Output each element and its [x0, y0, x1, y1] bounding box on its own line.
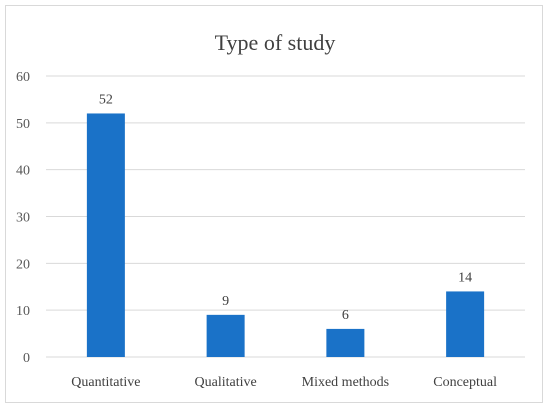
y-tick-label: 10 — [16, 304, 30, 319]
bar — [446, 291, 485, 357]
data-label: 9 — [222, 294, 229, 309]
x-category-label: Qualitative — [195, 375, 257, 390]
grid-lines — [46, 75, 525, 358]
y-tick-label: 50 — [16, 117, 30, 132]
y-tick-label: 30 — [16, 211, 30, 226]
x-category-label: Quantitative — [71, 375, 140, 390]
y-tick-label: 60 — [16, 70, 30, 85]
chart-title: Type of study — [215, 30, 336, 55]
data-label: 6 — [342, 308, 349, 323]
x-category-label: Mixed methods — [302, 375, 390, 390]
y-axis-ticks: 0 10 20 30 40 50 60 — [16, 70, 30, 366]
y-tick-label: 20 — [16, 257, 30, 272]
data-labels: 52 9 6 14 — [99, 92, 472, 322]
y-tick-label: 40 — [16, 164, 30, 179]
bar — [86, 113, 125, 357]
data-label: 52 — [99, 92, 113, 107]
x-axis-categories: Quantitative Qualitative Mixed methods Conc… — [71, 375, 497, 390]
bar — [326, 328, 365, 357]
y-tick-label: 0 — [23, 351, 30, 366]
bars — [86, 113, 485, 357]
bar — [206, 314, 245, 357]
data-label: 14 — [458, 270, 472, 285]
x-category-label: Conceptual — [433, 375, 497, 390]
